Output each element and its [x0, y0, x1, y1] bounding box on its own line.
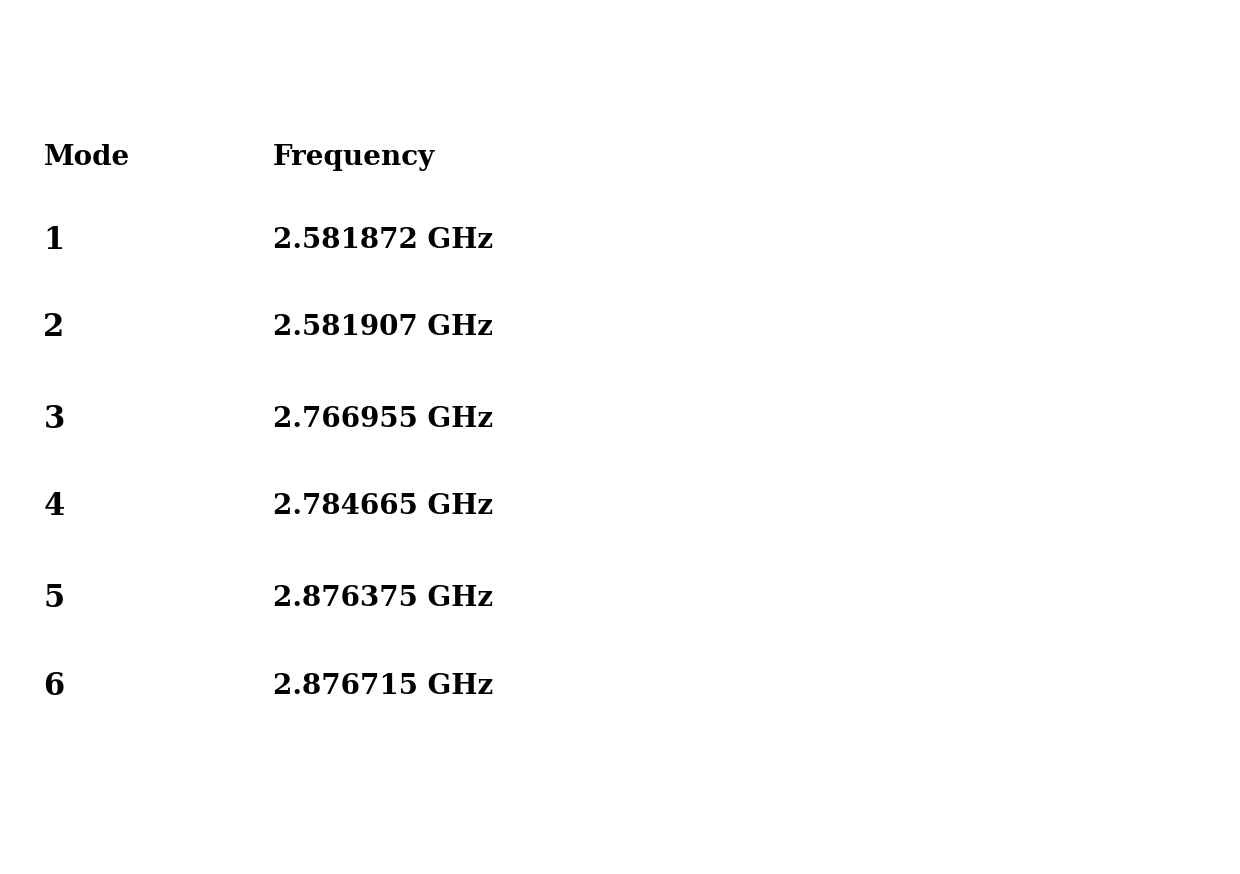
Text: 2: 2 — [43, 312, 64, 343]
Text: 2.581872 GHz: 2.581872 GHz — [273, 227, 492, 253]
Text: 4: 4 — [43, 491, 64, 523]
Text: 2.876375 GHz: 2.876375 GHz — [273, 586, 492, 612]
Text: 2.876715 GHz: 2.876715 GHz — [273, 673, 494, 699]
Text: 3: 3 — [43, 404, 64, 435]
Text: Frequency: Frequency — [273, 144, 435, 170]
Text: 1: 1 — [43, 225, 64, 256]
Text: 2.581907 GHz: 2.581907 GHz — [273, 315, 492, 341]
Text: Mode: Mode — [43, 144, 130, 170]
Text: 6: 6 — [43, 670, 64, 702]
Text: 2.766955 GHz: 2.766955 GHz — [273, 406, 492, 433]
Text: 5: 5 — [43, 583, 64, 614]
Text: 2.784665 GHz: 2.784665 GHz — [273, 494, 492, 520]
